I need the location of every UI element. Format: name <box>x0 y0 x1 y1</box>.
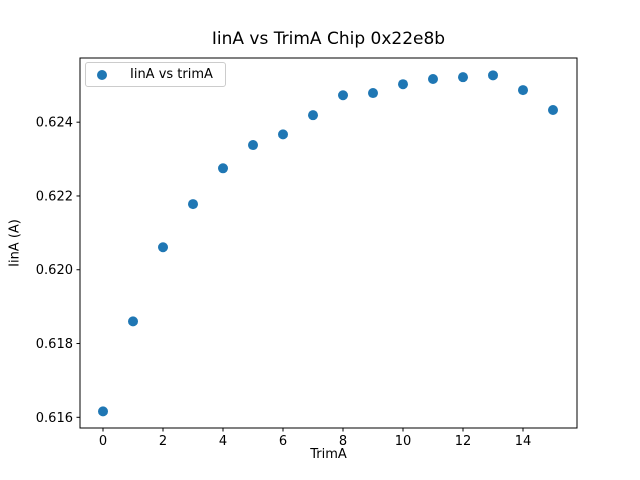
x-tick-label: 2 <box>159 434 167 449</box>
x-tick-label: 4 <box>219 434 227 449</box>
x-tick-label: 8 <box>339 434 347 449</box>
chart-title: IinA vs TrimA Chip 0x22e8b <box>211 29 446 49</box>
scatter-point <box>128 316 139 327</box>
x-tick-label: 12 <box>455 434 472 449</box>
x-tick-label: 14 <box>515 434 532 449</box>
scatter-point <box>338 90 349 101</box>
x-tick-label: 0 <box>99 434 107 449</box>
legend: IinA vs trimA <box>85 62 226 87</box>
scatter-point <box>518 85 529 96</box>
y-axis-label: IinA (A) <box>7 219 23 267</box>
scatter-point <box>158 242 169 253</box>
y-tick-label: 0.624 <box>36 116 73 131</box>
scatter-marker-icon <box>97 69 107 80</box>
scatter-point <box>428 74 439 85</box>
scatter-point <box>368 88 379 99</box>
scatter-point <box>488 70 499 81</box>
x-axis-label: TrimA <box>310 447 347 462</box>
scatter-point <box>278 129 289 140</box>
scatter-point <box>458 72 469 83</box>
scatter-point <box>548 105 559 116</box>
scatter-point <box>398 79 409 90</box>
y-tick-label: 0.622 <box>36 189 73 204</box>
x-tick-label: 6 <box>279 434 287 449</box>
scatter-point <box>248 140 259 151</box>
scatter-point <box>218 163 229 174</box>
y-tick-label: 0.618 <box>36 337 73 352</box>
legend-label: IinA vs trimA <box>130 67 213 82</box>
x-tick-label: 10 <box>395 434 412 449</box>
scatter-point <box>98 406 109 417</box>
y-tick-label: 0.616 <box>36 411 73 426</box>
y-tick-label: 0.620 <box>36 263 73 278</box>
plot-frame <box>79 57 578 429</box>
scatter-point <box>308 110 319 121</box>
scatter-point <box>188 199 199 210</box>
